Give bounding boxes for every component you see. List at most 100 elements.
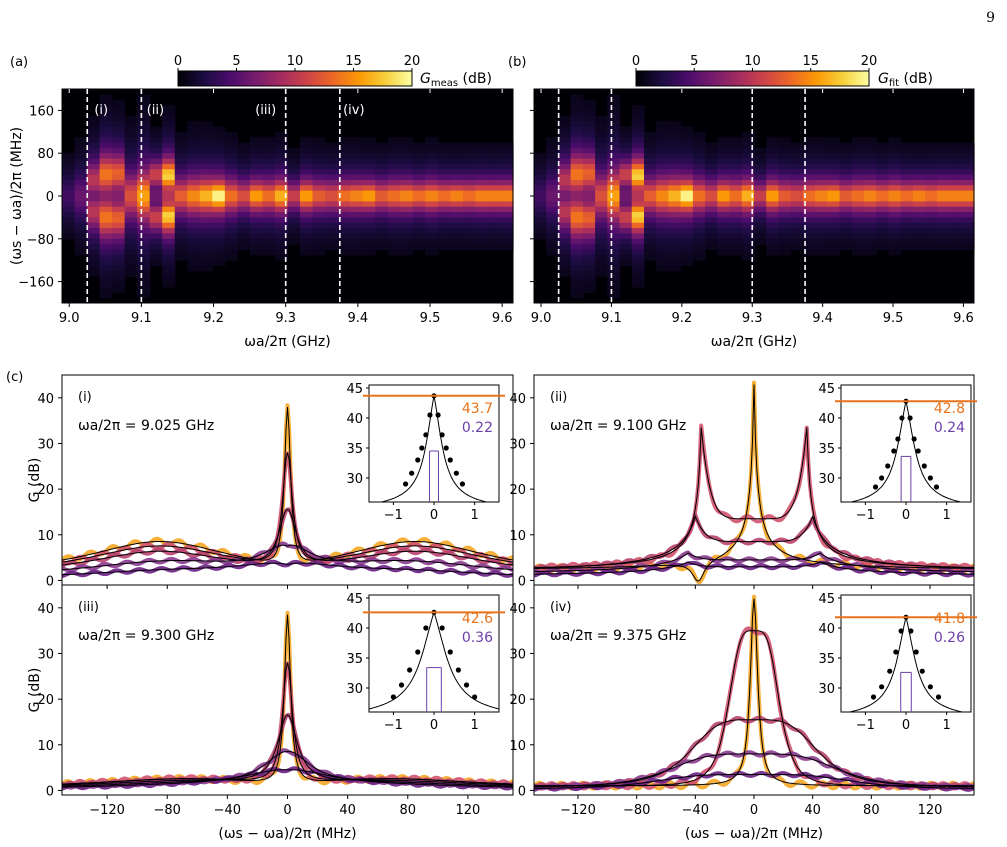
heatmap-cell <box>224 190 238 197</box>
x-tick-label: −120 <box>560 803 596 818</box>
heatmap-cell <box>262 233 276 240</box>
inset-data-point <box>407 667 413 673</box>
heatmap-cell <box>300 196 314 202</box>
heatmap-cell <box>839 212 853 218</box>
heatmap-cell <box>350 137 364 144</box>
heatmap-cell <box>274 137 289 144</box>
heatmap-cell <box>237 217 251 224</box>
heatmap-cell <box>124 126 138 133</box>
heatmap-cell <box>99 110 113 117</box>
heatmap-cell <box>937 142 951 149</box>
heatmap-cell <box>500 212 514 218</box>
heatmap-cell <box>137 276 151 283</box>
heatmap-cell <box>274 228 289 235</box>
y-tick-label: 0 <box>46 784 54 799</box>
heatmap-cell <box>99 238 113 245</box>
heatmap-cell <box>74 201 88 208</box>
heatmap-cell <box>99 222 113 229</box>
heatmap-cell <box>325 228 339 235</box>
heatmap-cell <box>827 206 841 213</box>
heatmap-cell <box>462 190 477 197</box>
heatmap-cell <box>692 244 706 251</box>
heatmap-cell <box>412 147 426 154</box>
heatmap-cell <box>475 206 489 213</box>
heatmap-cell <box>112 131 126 138</box>
heatmap-cell <box>876 147 890 154</box>
heatmap-cell <box>607 185 621 192</box>
heatmap-cell <box>74 158 88 165</box>
heatmap-cell <box>570 206 584 213</box>
heatmap-cell <box>570 174 584 181</box>
inset-frame <box>368 384 500 503</box>
heatmap-cell <box>174 238 188 245</box>
heatmap-cell <box>387 228 401 235</box>
heatmap-cell <box>888 169 902 176</box>
heatmap-cell <box>249 196 264 202</box>
heatmap-cell <box>337 153 351 160</box>
y-tick-label: 80 <box>37 147 54 162</box>
heatmap-cell <box>112 174 126 181</box>
heatmap-cell <box>300 147 314 154</box>
heatmap-cell <box>558 126 572 133</box>
heatmap-cell <box>337 169 351 176</box>
colorbar-label-sub: meas <box>431 78 458 89</box>
heatmap-cell <box>754 228 767 235</box>
heatmap-cell <box>912 174 926 181</box>
heatmap-cell <box>827 201 841 208</box>
heatmap-cell <box>582 174 596 181</box>
heatmap-cell <box>705 169 718 176</box>
heatmap-cell <box>487 179 502 186</box>
heatmap-cell <box>815 217 828 224</box>
heatmap-cell <box>595 217 608 224</box>
heatmap-cell <box>851 196 865 202</box>
heatmap-cell <box>582 131 596 138</box>
heatmap-cell <box>607 153 621 160</box>
heatmap-cell <box>412 201 426 208</box>
heatmap-cell <box>124 206 138 213</box>
heatmap-cell <box>262 137 276 144</box>
heatmap-cell <box>595 196 608 202</box>
heatmap-cell <box>412 153 426 160</box>
inset-data-point <box>455 667 461 673</box>
heatmap-cell <box>62 206 76 213</box>
heatmap-cell <box>487 212 502 218</box>
heatmap-cell <box>570 190 584 197</box>
heatmap-cell <box>582 206 596 213</box>
heatmap-cell <box>274 179 289 186</box>
heatmap-cell <box>729 244 743 251</box>
heatmap-cell <box>300 201 314 208</box>
heatmap-cell <box>112 99 126 106</box>
heatmap-cell <box>741 185 755 192</box>
heatmap-cell <box>595 212 608 218</box>
heatmap-cell <box>595 158 608 165</box>
heatmap-cell <box>595 153 608 160</box>
heatmap-cell <box>619 206 633 213</box>
heatmap-cell <box>815 212 828 218</box>
heatmap-cell <box>705 206 718 213</box>
heatmap-cell <box>262 185 276 192</box>
heatmap-cell <box>802 228 816 235</box>
heatmap-cell <box>224 174 238 181</box>
inset-data-point <box>913 649 919 655</box>
heatmap-cell <box>312 190 326 197</box>
heatmap-cell <box>112 121 126 128</box>
heatmap-cell <box>412 185 426 192</box>
y-tick-label: 30 <box>509 647 526 662</box>
heatmap-cell <box>912 163 926 170</box>
heatmap-cell <box>595 185 608 192</box>
heatmap-cell <box>174 249 188 256</box>
heatmap-cell <box>925 206 938 213</box>
heatmap-cell <box>949 217 963 224</box>
heatmap-cell <box>619 244 633 251</box>
heatmap-cell <box>619 131 633 138</box>
heatmap-cell <box>99 142 113 149</box>
heatmap-cell <box>450 217 464 224</box>
heatmap-cell <box>112 217 126 224</box>
heatmap-cell <box>475 142 489 149</box>
heatmap-cell <box>362 163 376 170</box>
heatmap-cell <box>631 131 645 138</box>
heatmap-cell <box>224 249 238 256</box>
inset-frame <box>840 594 972 713</box>
heatmap-cell <box>274 142 289 149</box>
heatmap-cell <box>62 174 76 181</box>
